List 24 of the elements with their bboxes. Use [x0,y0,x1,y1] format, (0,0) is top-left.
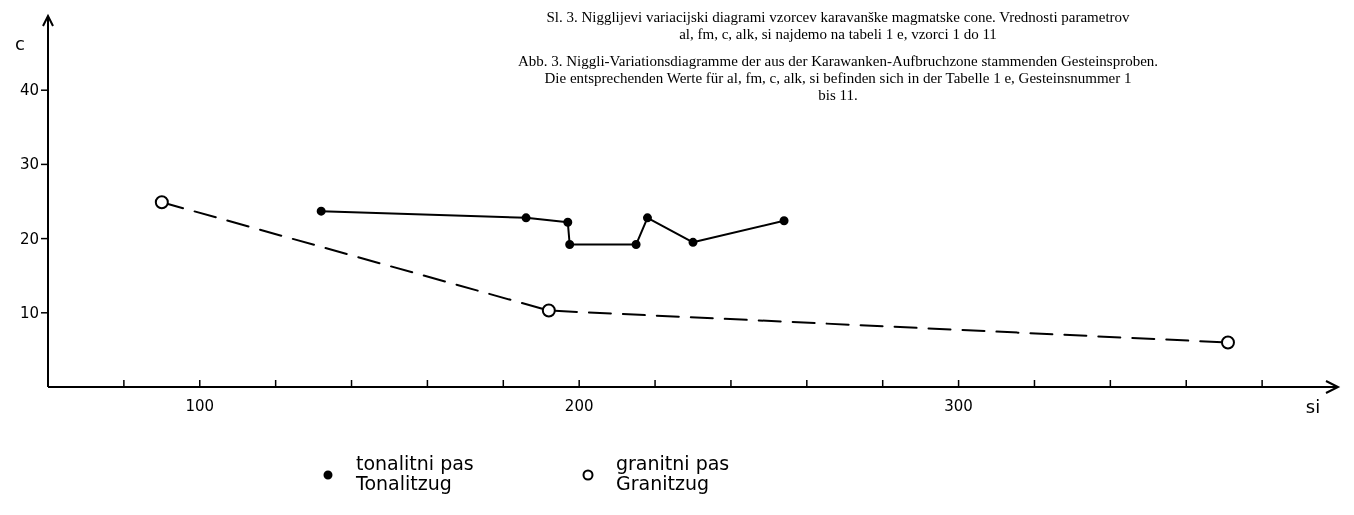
legend-label: granitni pas Granitzug [616,452,730,494]
y-tick-label: 40 [19,81,39,100]
point [642,213,652,223]
y-tick-label: 20 [19,229,39,248]
text: Abb. 3. Niggli-Variationsdiagramme der aus der Karawanken-Aufbruchzone stammenden Gesteinsproben. Die entsprechenden Werte für al, fm, c, alk, si befinden sich in der Tabelle 1 e, Gesteinsnummer 1 bis 11. [517,53,1159,103]
point [521,213,531,223]
point [565,240,575,250]
x-tick-label: 200 [564,397,594,415]
chart-title: Sl. 3. Nigglijevi variacijski diagrami vzorcev karavanške magmatske cone. Vrednosti parametrov al, fm, c, alk, si najdemo na tabeli 1 e, vzorci 1 do 11 [546,9,1131,42]
y-tick-label: 10 [19,303,39,322]
y-tick-label: 30 [19,155,39,174]
point [316,206,326,216]
x-axis-title: si [1305,396,1321,417]
point [631,240,641,250]
point [154,195,169,210]
x-tick-label: 300 [944,397,973,415]
legend-label: tonalitni pas Tonalitzug [355,452,474,494]
y-axis-title: c [15,33,25,54]
x-tick-label: 100 [185,397,215,415]
point [779,216,789,226]
point [541,303,556,318]
point [1220,335,1235,350]
point [688,237,698,247]
point [563,217,573,227]
